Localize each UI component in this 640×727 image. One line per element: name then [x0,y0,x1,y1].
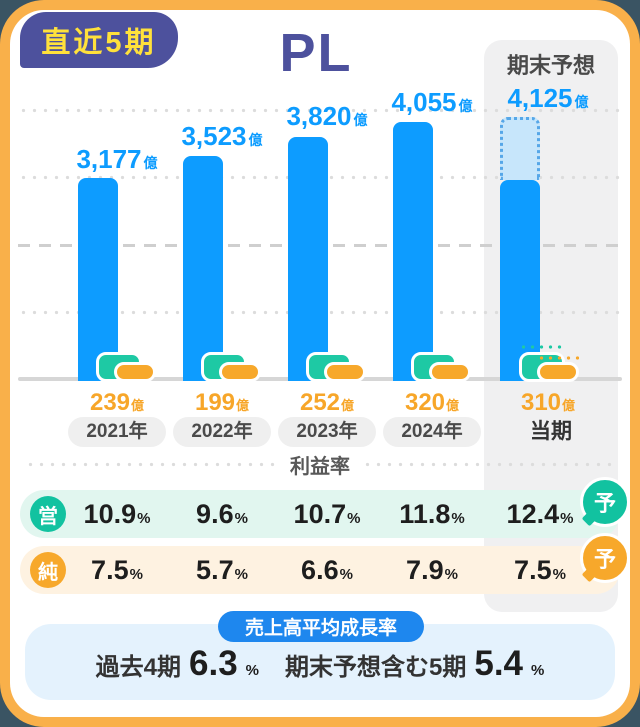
operating-margin-value-forecast: 12.4% [506,499,574,529]
revenue-value-label: 3,523 億 [181,121,263,151]
profit-value-label: 320億 [404,389,460,416]
profit-mini-bar-orange [429,362,471,382]
profit-mini-bar-orange [114,362,156,382]
profit-mini-bar-orange-forecast [537,362,579,382]
revenue-value-label: 4,055 億 [391,87,473,117]
net-margin-value-forecast: 7.5% [514,555,566,585]
unit-oku: 億 [248,132,263,148]
profit-mini-bar-orange [219,362,261,382]
unit-oku: 億 [131,398,145,413]
forecast-bubble-icon-orange: 予 [580,533,630,583]
revenue-bar-2024 [393,122,433,381]
operating-margin-value: 11.8% [399,499,465,529]
profit-value-label: 199億 [194,389,250,416]
divider-dots-right [362,462,615,467]
unit-oku: 億 [341,398,355,413]
revenue-bar-2023 [288,137,328,381]
growth-item-incl-forecast-5: 期末予想含む5期 5.4 % [285,644,545,683]
revenue-bar-2021 [78,178,118,381]
net-margin-value: 7.5% [91,555,143,585]
operating-badge-icon: 営 [30,496,66,532]
unit-oku: 億 [458,98,473,114]
year-pill-2021: 2021年 [68,417,166,447]
operating-margin-value: 9.6% [196,499,248,529]
forecast-bubble-icon-teal: 予 [580,477,630,527]
net-margin-value: 6.6% [301,555,353,585]
revenue-value-label: 3,177 億 [76,144,158,174]
year-pill-2023: 2023年 [278,417,376,447]
unit-oku: 億 [446,398,460,413]
forecast-dots-green [519,345,565,349]
operating-margin-value: 10.7% [293,499,361,529]
year-pill-2022: 2022年 [173,417,271,447]
growth-rate-content: 過去4期 6.3 % 期末予想含む5期 5.4 % [25,636,615,692]
operating-margin-value: 10.9% [83,499,151,529]
net-margin-value: 7.9% [406,555,458,585]
unit-oku: 億 [236,398,250,413]
profit-mini-bar-orange [324,362,366,382]
recent-periods-label: 直近5期 [41,27,157,59]
page-title: PL [279,23,353,83]
unit-oku: 億 [562,398,576,413]
forecast-panel-title: 期末予想 [506,53,595,78]
unit-oku: 億 [574,94,589,110]
unit-oku: 億 [353,112,368,128]
margin-section-divider: 利益率 [25,450,615,479]
revenue-bar-forecast-segment [500,117,540,180]
year-pill-2024: 2024年 [383,417,481,447]
growth-rate-title-pill: 売上高平均成長率 [218,611,424,642]
net-badge-icon: 純 [30,552,66,588]
revenue-forecast-value-label: 4,125 億 [507,83,589,113]
profit-value-label-forecast: 310億 [520,389,576,416]
revenue-value-label: 3,820 億 [286,101,368,131]
divider-dots-left [25,462,278,467]
forecast-dots-orange [537,356,579,360]
recent-periods-badge: 直近5期 [20,12,178,68]
net-margin-value: 5.7% [196,555,248,585]
revenue-bar-current [500,180,540,381]
profit-value-label: 239億 [89,389,145,416]
current-period-label: 当期 [530,420,572,443]
unit-oku: 億 [143,155,158,171]
growth-item-past-4: 過去4期 6.3 % [95,644,259,683]
net-margin-row [20,546,620,594]
operating-margin-row [20,490,620,538]
revenue-bar-2022 [183,156,223,381]
profit-value-label: 252億 [299,389,355,416]
gridline-dotted-1 [18,108,622,113]
margin-section-title: 利益率 [290,456,350,478]
